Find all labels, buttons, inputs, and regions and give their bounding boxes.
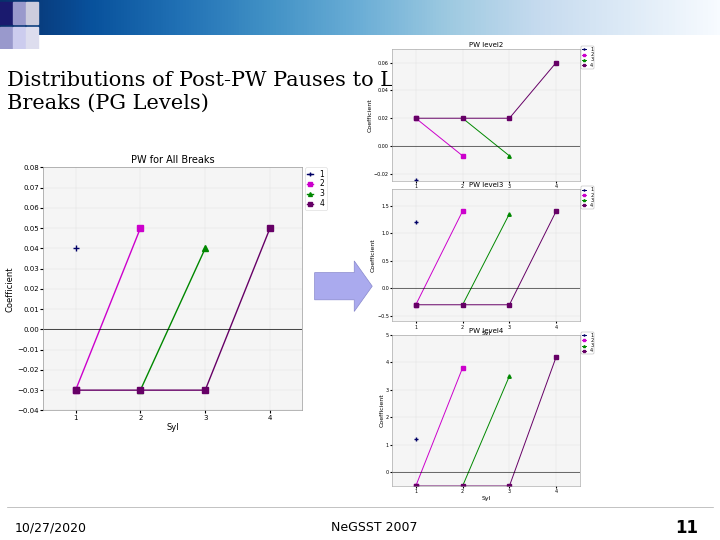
3	[505, 373, 514, 379]
3	[505, 153, 514, 159]
Line: 4: 4	[414, 61, 558, 120]
4	[459, 115, 467, 122]
3	[459, 115, 467, 122]
4	[201, 387, 210, 393]
2	[412, 115, 420, 122]
X-axis label: Syl: Syl	[481, 191, 491, 196]
Legend: 1, 2, 3, 4: 1, 2, 3, 4	[582, 46, 594, 69]
4	[459, 301, 467, 308]
X-axis label: Syl: Syl	[166, 423, 179, 433]
4	[459, 483, 467, 489]
Text: 11: 11	[675, 519, 698, 537]
Line: 2: 2	[414, 117, 464, 158]
3	[505, 211, 514, 217]
Text: 10/27/2020: 10/27/2020	[14, 521, 86, 535]
2	[459, 208, 467, 214]
Y-axis label: Coefficient: Coefficient	[371, 238, 376, 272]
Y-axis label: Coefficient: Coefficient	[367, 98, 372, 132]
2	[459, 364, 467, 371]
3	[459, 301, 467, 308]
Line: 4: 4	[414, 210, 558, 307]
Legend: 1, 2, 3, 4: 1, 2, 3, 4	[582, 332, 594, 354]
4	[552, 59, 561, 66]
4	[412, 301, 420, 308]
Title: PW level3: PW level3	[469, 182, 503, 188]
4	[552, 208, 561, 214]
Legend: 1, 2, 3, 4: 1, 2, 3, 4	[305, 167, 327, 210]
4	[412, 115, 420, 122]
Title: PW level2: PW level2	[469, 42, 503, 48]
Bar	[13, 26, 25, 49]
Line: 4: 4	[73, 225, 273, 393]
Bar	[26, 2, 38, 24]
4	[266, 225, 274, 231]
2	[71, 387, 80, 393]
3	[201, 245, 210, 252]
Line: 3: 3	[461, 212, 511, 307]
4	[136, 387, 145, 393]
Line: 3: 3	[138, 246, 208, 393]
Y-axis label: Coefficient: Coefficient	[6, 266, 14, 312]
FancyArrow shape	[315, 261, 372, 312]
2	[412, 301, 420, 308]
2	[412, 483, 420, 489]
2	[136, 225, 145, 231]
Text: Distributions of Post-PW Pauses to Labeled
Breaks (PG Levels): Distributions of Post-PW Pauses to Label…	[7, 71, 464, 112]
4	[505, 301, 514, 308]
Bar	[0, 26, 12, 49]
Text: NeGSST 2007: NeGSST 2007	[331, 521, 418, 535]
Line: 2: 2	[73, 225, 143, 393]
Y-axis label: Coefficient: Coefficient	[379, 394, 384, 427]
3	[136, 387, 145, 393]
Title: PW for All Breaks: PW for All Breaks	[131, 155, 215, 165]
2	[459, 153, 467, 159]
Line: 2: 2	[414, 210, 464, 307]
X-axis label: Syl: Syl	[481, 496, 491, 501]
Line: 4: 4	[414, 355, 558, 488]
4	[505, 483, 514, 489]
Bar	[26, 26, 38, 49]
Line: 3: 3	[461, 374, 511, 488]
Line: 3: 3	[461, 117, 511, 158]
4	[412, 483, 420, 489]
Legend: 1, 2, 3, 4: 1, 2, 3, 4	[582, 186, 594, 209]
X-axis label: Syl: Syl	[481, 331, 491, 336]
4	[71, 387, 80, 393]
Bar	[13, 2, 25, 24]
Line: 2: 2	[414, 366, 464, 488]
4	[552, 354, 561, 360]
Title: PW level4: PW level4	[469, 328, 503, 334]
Bar	[0, 2, 12, 24]
4	[505, 115, 514, 122]
3	[459, 483, 467, 489]
